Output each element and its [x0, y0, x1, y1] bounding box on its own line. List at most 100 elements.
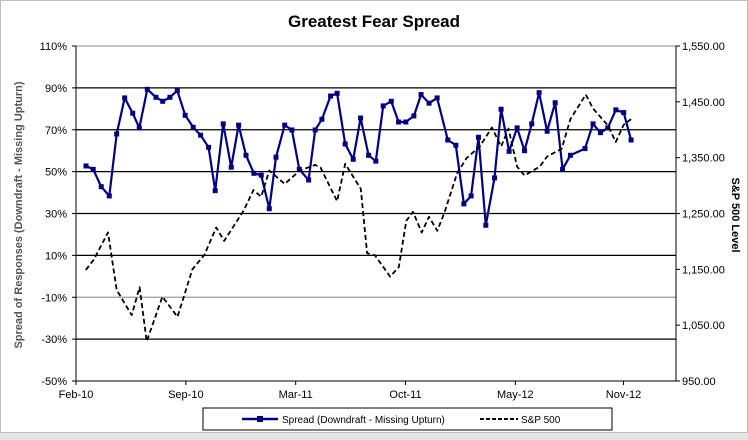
spread-marker: [461, 201, 467, 207]
spread-marker: [98, 184, 104, 190]
spread-marker: [243, 152, 249, 158]
y2-tick-label: 1,250.00: [682, 209, 725, 221]
x-tick-label: Feb-10: [59, 389, 94, 401]
y-tick-label: 50%: [45, 167, 67, 179]
spread-marker: [605, 125, 611, 131]
y-tick-label: 30%: [45, 209, 67, 221]
spread-marker: [266, 206, 272, 212]
spread-marker: [198, 132, 204, 138]
spread-marker: [396, 119, 402, 125]
y-tick-label: -30%: [41, 334, 67, 346]
spread-marker: [319, 116, 325, 122]
spread-marker: [403, 119, 409, 125]
spread-marker: [342, 141, 348, 147]
spread-marker: [514, 125, 520, 131]
y2-tick-label: 1,450.00: [682, 97, 725, 109]
spread-marker: [130, 110, 136, 116]
spread-marker: [220, 121, 226, 127]
spread-marker: [544, 128, 550, 134]
spread-marker: [380, 103, 386, 109]
spread-marker: [621, 110, 627, 116]
spread-marker: [475, 134, 481, 140]
y2-axis-label: S&P 500 Level: [729, 177, 741, 252]
spread-marker: [306, 177, 312, 183]
legend-spread-marker: [257, 416, 263, 422]
spread-marker: [536, 90, 542, 96]
spread-marker: [560, 166, 566, 172]
spread-marker: [83, 163, 89, 169]
x-tick-label: May-12: [497, 389, 534, 401]
spread-marker: [273, 154, 279, 160]
spread-marker: [483, 222, 489, 228]
spread-marker: [334, 90, 340, 96]
y2-tick-label: 950.00: [682, 376, 716, 388]
spread-marker: [160, 98, 166, 104]
y2-tick-label: 1,550.00: [682, 41, 725, 53]
x-tick-label: Nov-12: [606, 389, 641, 401]
spread-marker: [251, 170, 257, 176]
spread-marker: [582, 146, 588, 152]
y-tick-label: 90%: [45, 83, 67, 95]
spread-marker: [122, 95, 128, 101]
spread-marker: [506, 148, 512, 154]
spread-marker: [228, 164, 234, 170]
y-tick-label: -10%: [41, 292, 67, 304]
spread-marker: [445, 137, 451, 143]
spread-marker: [296, 166, 302, 172]
spread-marker: [597, 130, 603, 136]
spread-marker: [90, 166, 96, 172]
spread-marker: [613, 107, 619, 113]
spread-marker: [282, 122, 288, 128]
legend-spread-label: Spread (Downdraft - Missing Upturn): [282, 415, 445, 426]
chart-title: Greatest Fear Spread: [288, 12, 460, 31]
spread-marker: [426, 100, 432, 106]
spread-marker: [312, 127, 318, 133]
spread-marker: [106, 193, 112, 199]
spread-marker: [552, 100, 558, 106]
spread-marker: [190, 124, 196, 130]
spread-marker: [350, 156, 356, 162]
spread-marker: [136, 125, 142, 131]
spread-marker: [628, 137, 634, 143]
spread-marker: [388, 98, 394, 104]
spread-marker: [366, 152, 372, 158]
legend-sp500-label: S&P 500: [521, 415, 561, 426]
spread-marker: [590, 121, 596, 127]
spread-marker: [498, 106, 504, 112]
spread-marker: [418, 92, 424, 98]
spread-marker: [174, 88, 180, 94]
spread-marker: [144, 86, 150, 92]
x-tick-label: Mar-11: [279, 389, 313, 401]
y-tick-label: 10%: [45, 250, 67, 262]
y-tick-label: 70%: [45, 125, 67, 137]
spread-marker: [258, 172, 264, 178]
y-tick-label: -50%: [41, 376, 67, 388]
y2-tick-label: 1,350.00: [682, 153, 725, 165]
y2-tick-label: 1,050.00: [682, 320, 725, 332]
spread-marker: [236, 122, 242, 128]
spread-marker: [206, 144, 212, 150]
spread-marker: [289, 127, 295, 133]
spread-marker: [522, 148, 528, 154]
spread-marker: [167, 94, 173, 100]
spread-marker: [373, 158, 379, 164]
spread-marker: [328, 93, 334, 99]
x-tick-label: Sep-10: [168, 389, 203, 401]
bottom-strip: [0, 433, 748, 440]
legend: Spread (Downdraft - Missing Upturn) S&P …: [202, 407, 613, 431]
y2-tick-label: 1,150.00: [682, 264, 725, 276]
spread-marker: [434, 95, 440, 101]
y-axis-label: Spread of Responses (Downdraft - Missing…: [13, 81, 25, 348]
spread-marker: [358, 115, 364, 121]
y-tick-label: 110%: [40, 41, 68, 53]
spread-marker: [411, 113, 417, 119]
spread-marker: [468, 193, 474, 199]
spread-marker: [453, 142, 459, 148]
spread-marker: [182, 112, 188, 118]
spread-marker: [153, 94, 159, 100]
spread-marker: [529, 121, 535, 127]
spread-marker: [114, 131, 120, 137]
sp500-line: [85, 93, 632, 343]
